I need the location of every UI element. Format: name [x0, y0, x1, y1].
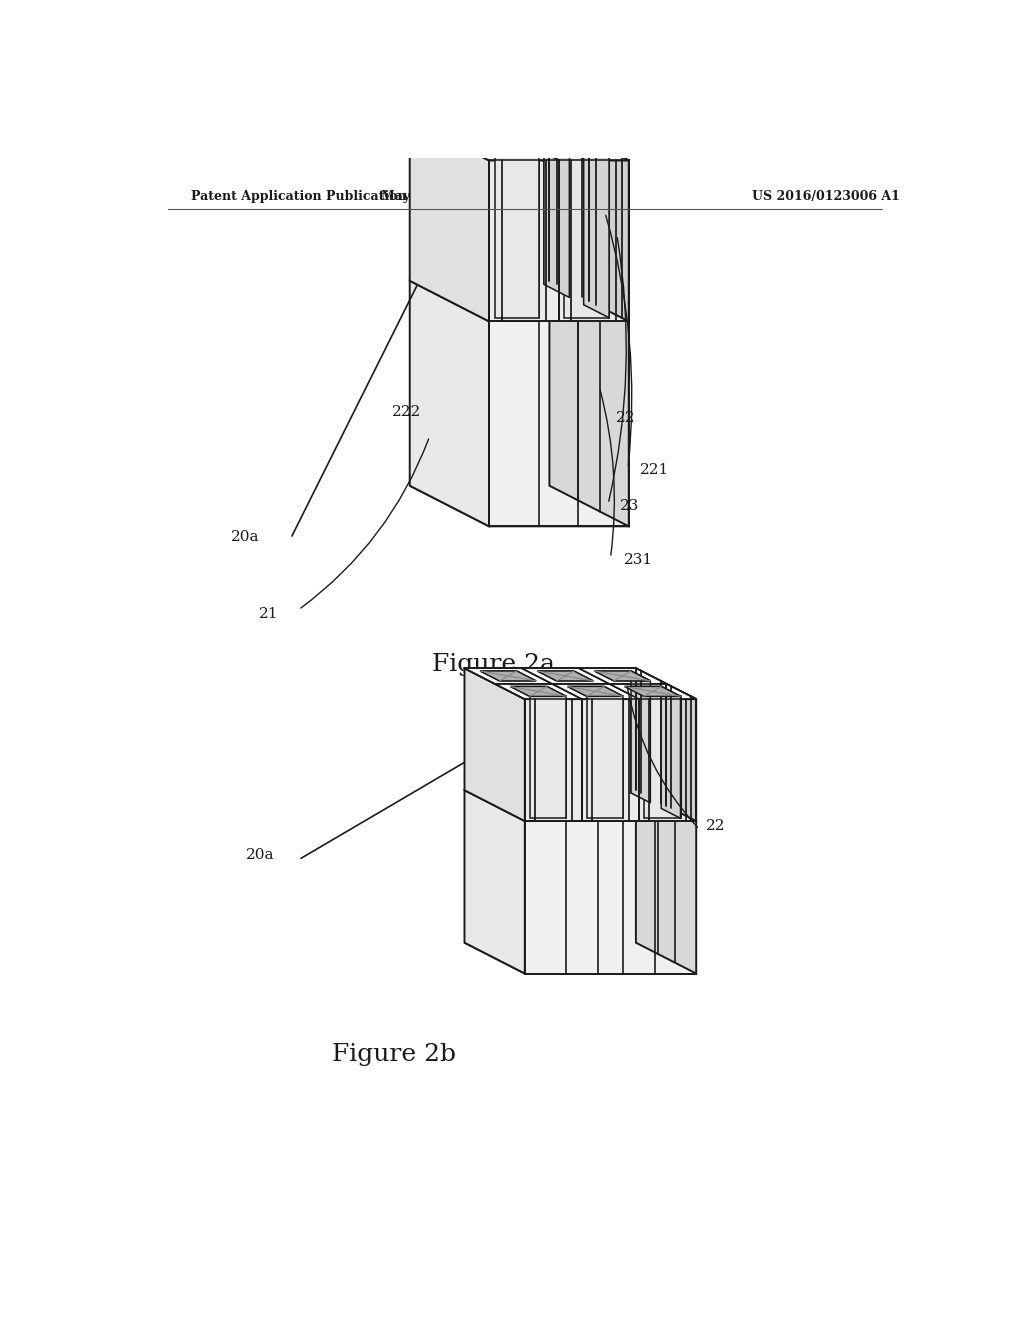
Polygon shape	[479, 120, 589, 140]
Text: Figure 2b: Figure 2b	[332, 1043, 456, 1067]
Polygon shape	[465, 942, 696, 974]
Polygon shape	[539, 144, 609, 157]
Text: 21: 21	[259, 607, 279, 620]
Polygon shape	[510, 686, 566, 697]
Polygon shape	[550, 281, 629, 527]
Polygon shape	[495, 157, 540, 318]
Polygon shape	[625, 686, 681, 697]
Text: 20a: 20a	[230, 529, 259, 544]
Polygon shape	[500, 124, 569, 136]
Polygon shape	[579, 668, 666, 684]
Text: 22: 22	[706, 820, 725, 833]
Polygon shape	[538, 671, 593, 681]
Polygon shape	[636, 668, 696, 821]
Polygon shape	[410, 120, 489, 322]
Polygon shape	[410, 120, 519, 140]
Polygon shape	[524, 700, 696, 821]
Polygon shape	[644, 697, 681, 818]
Polygon shape	[465, 668, 552, 684]
Polygon shape	[465, 668, 696, 700]
Polygon shape	[510, 686, 566, 697]
Polygon shape	[595, 671, 650, 681]
Polygon shape	[595, 671, 650, 681]
Text: 23: 23	[620, 499, 639, 513]
Polygon shape	[429, 124, 500, 136]
Polygon shape	[631, 671, 650, 803]
Polygon shape	[465, 668, 524, 821]
Text: 22: 22	[616, 411, 636, 425]
Polygon shape	[625, 686, 681, 697]
Polygon shape	[410, 120, 629, 161]
Polygon shape	[489, 322, 629, 527]
Text: May 5, 2016   Sheet 3 of 17: May 5, 2016 Sheet 3 of 17	[381, 190, 573, 202]
Text: US 2016/0123006 A1: US 2016/0123006 A1	[753, 190, 900, 202]
Polygon shape	[429, 124, 500, 136]
Polygon shape	[552, 684, 639, 700]
Polygon shape	[500, 124, 569, 136]
Polygon shape	[489, 161, 629, 322]
Polygon shape	[519, 140, 629, 161]
Polygon shape	[469, 144, 540, 157]
Text: 222: 222	[392, 405, 422, 420]
Polygon shape	[480, 671, 537, 681]
Polygon shape	[538, 671, 593, 681]
Polygon shape	[529, 697, 566, 818]
Text: 221: 221	[640, 463, 669, 478]
Polygon shape	[587, 697, 624, 818]
Polygon shape	[480, 671, 537, 681]
Polygon shape	[524, 821, 696, 974]
Polygon shape	[662, 686, 681, 818]
Polygon shape	[539, 144, 609, 157]
Text: Figure 2a: Figure 2a	[431, 653, 555, 676]
Polygon shape	[564, 157, 609, 318]
Polygon shape	[469, 144, 540, 157]
Polygon shape	[410, 281, 489, 527]
Polygon shape	[550, 120, 629, 322]
Text: Patent Application Publication: Patent Application Publication	[191, 190, 407, 202]
Polygon shape	[544, 124, 569, 297]
Polygon shape	[584, 144, 609, 318]
Polygon shape	[450, 140, 559, 161]
Polygon shape	[609, 684, 696, 700]
Text: 20a: 20a	[247, 847, 274, 862]
Polygon shape	[465, 791, 524, 974]
Polygon shape	[495, 684, 582, 700]
Text: 231: 231	[624, 553, 653, 566]
Polygon shape	[636, 791, 696, 974]
Polygon shape	[521, 668, 609, 684]
Polygon shape	[567, 686, 624, 697]
Polygon shape	[567, 686, 624, 697]
Polygon shape	[410, 486, 629, 527]
